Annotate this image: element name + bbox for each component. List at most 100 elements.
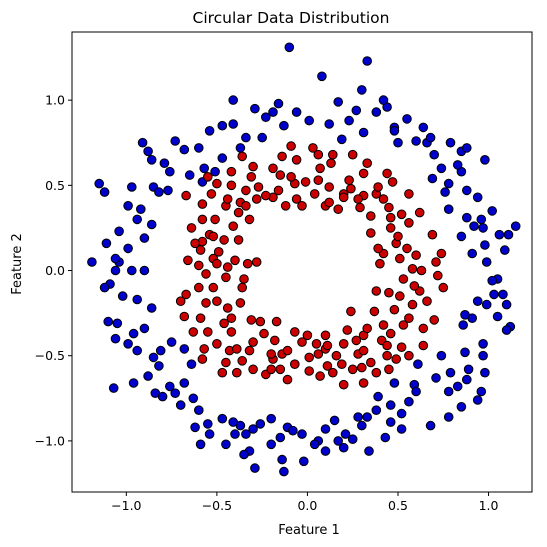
data-point xyxy=(232,367,242,378)
data-point xyxy=(290,327,300,337)
data-point xyxy=(396,408,407,419)
data-point xyxy=(255,316,266,327)
data-point xyxy=(226,313,237,324)
data-point xyxy=(259,328,269,339)
data-point xyxy=(194,282,204,293)
data-point xyxy=(128,328,139,339)
data-point xyxy=(117,291,128,301)
data-point xyxy=(476,386,487,397)
data-point xyxy=(194,260,204,271)
data-point xyxy=(277,454,287,465)
data-point xyxy=(333,436,344,446)
data-point xyxy=(338,442,349,453)
data-point xyxy=(181,190,191,201)
data-point xyxy=(436,248,447,259)
data-point xyxy=(137,137,148,148)
data-point xyxy=(362,158,373,168)
data-point xyxy=(212,296,222,307)
data-point xyxy=(165,166,175,177)
data-point xyxy=(313,175,324,185)
data-point xyxy=(414,207,425,218)
data-point xyxy=(127,182,137,192)
data-point xyxy=(411,136,421,146)
data-point xyxy=(481,299,492,310)
x-tick-label: 0.5 xyxy=(388,498,408,513)
data-point xyxy=(472,192,483,203)
data-point xyxy=(398,320,409,330)
data-point xyxy=(433,270,443,281)
data-point xyxy=(385,212,396,223)
data-point xyxy=(87,257,97,267)
data-point xyxy=(371,286,382,296)
data-point xyxy=(251,257,262,267)
plot-area xyxy=(87,42,521,477)
data-point xyxy=(257,132,268,143)
data-point xyxy=(208,282,219,293)
data-point xyxy=(366,228,376,238)
data-point xyxy=(237,282,247,293)
data-point xyxy=(346,306,356,317)
data-point xyxy=(284,42,295,53)
data-point xyxy=(443,412,454,422)
data-point xyxy=(313,149,324,160)
axes-frame xyxy=(71,31,533,493)
data-point xyxy=(253,182,264,192)
data-point xyxy=(175,296,186,307)
data-point xyxy=(404,189,414,199)
data-point xyxy=(385,223,396,233)
data-point xyxy=(337,134,347,145)
data-point xyxy=(217,367,228,378)
x-tick-label: −1.0 xyxy=(111,498,141,513)
data-point xyxy=(458,320,469,330)
data-point xyxy=(108,383,119,393)
data-point xyxy=(440,187,450,197)
data-point xyxy=(246,315,257,325)
data-point xyxy=(297,201,307,211)
data-point xyxy=(384,287,394,298)
data-point xyxy=(277,151,287,162)
data-point xyxy=(103,316,113,327)
data-point xyxy=(308,143,318,153)
data-point xyxy=(443,204,454,214)
data-point xyxy=(261,112,271,122)
data-point xyxy=(208,231,219,242)
data-point xyxy=(398,274,409,284)
data-point xyxy=(110,265,121,276)
data-point xyxy=(328,367,338,378)
data-point xyxy=(286,172,296,182)
chart-title: Circular Data Distribution xyxy=(193,9,390,27)
data-point xyxy=(467,248,478,259)
data-point xyxy=(282,374,293,385)
data-point xyxy=(304,366,315,376)
data-point xyxy=(226,180,237,191)
data-point xyxy=(452,381,463,392)
data-point xyxy=(199,163,209,174)
data-point xyxy=(429,149,440,160)
data-point xyxy=(407,264,418,274)
data-point xyxy=(228,221,238,231)
data-point xyxy=(232,344,242,354)
data-point xyxy=(221,357,231,368)
data-point xyxy=(347,149,358,160)
data-point xyxy=(324,197,335,208)
data-point xyxy=(203,172,213,182)
data-point xyxy=(309,439,320,450)
data-point xyxy=(389,126,400,136)
data-point xyxy=(255,419,266,429)
data-point xyxy=(201,298,211,308)
data-point xyxy=(273,98,284,109)
data-point xyxy=(157,391,168,402)
data-point xyxy=(206,189,217,199)
data-point xyxy=(460,310,470,320)
data-point xyxy=(472,395,483,405)
data-point xyxy=(188,393,199,404)
data-point xyxy=(418,323,429,334)
data-point xyxy=(127,265,137,276)
data-point xyxy=(290,359,300,370)
data-point xyxy=(429,315,440,325)
data-point xyxy=(389,304,400,315)
data-point xyxy=(351,335,362,346)
data-point xyxy=(237,356,247,366)
data-point xyxy=(322,340,333,351)
